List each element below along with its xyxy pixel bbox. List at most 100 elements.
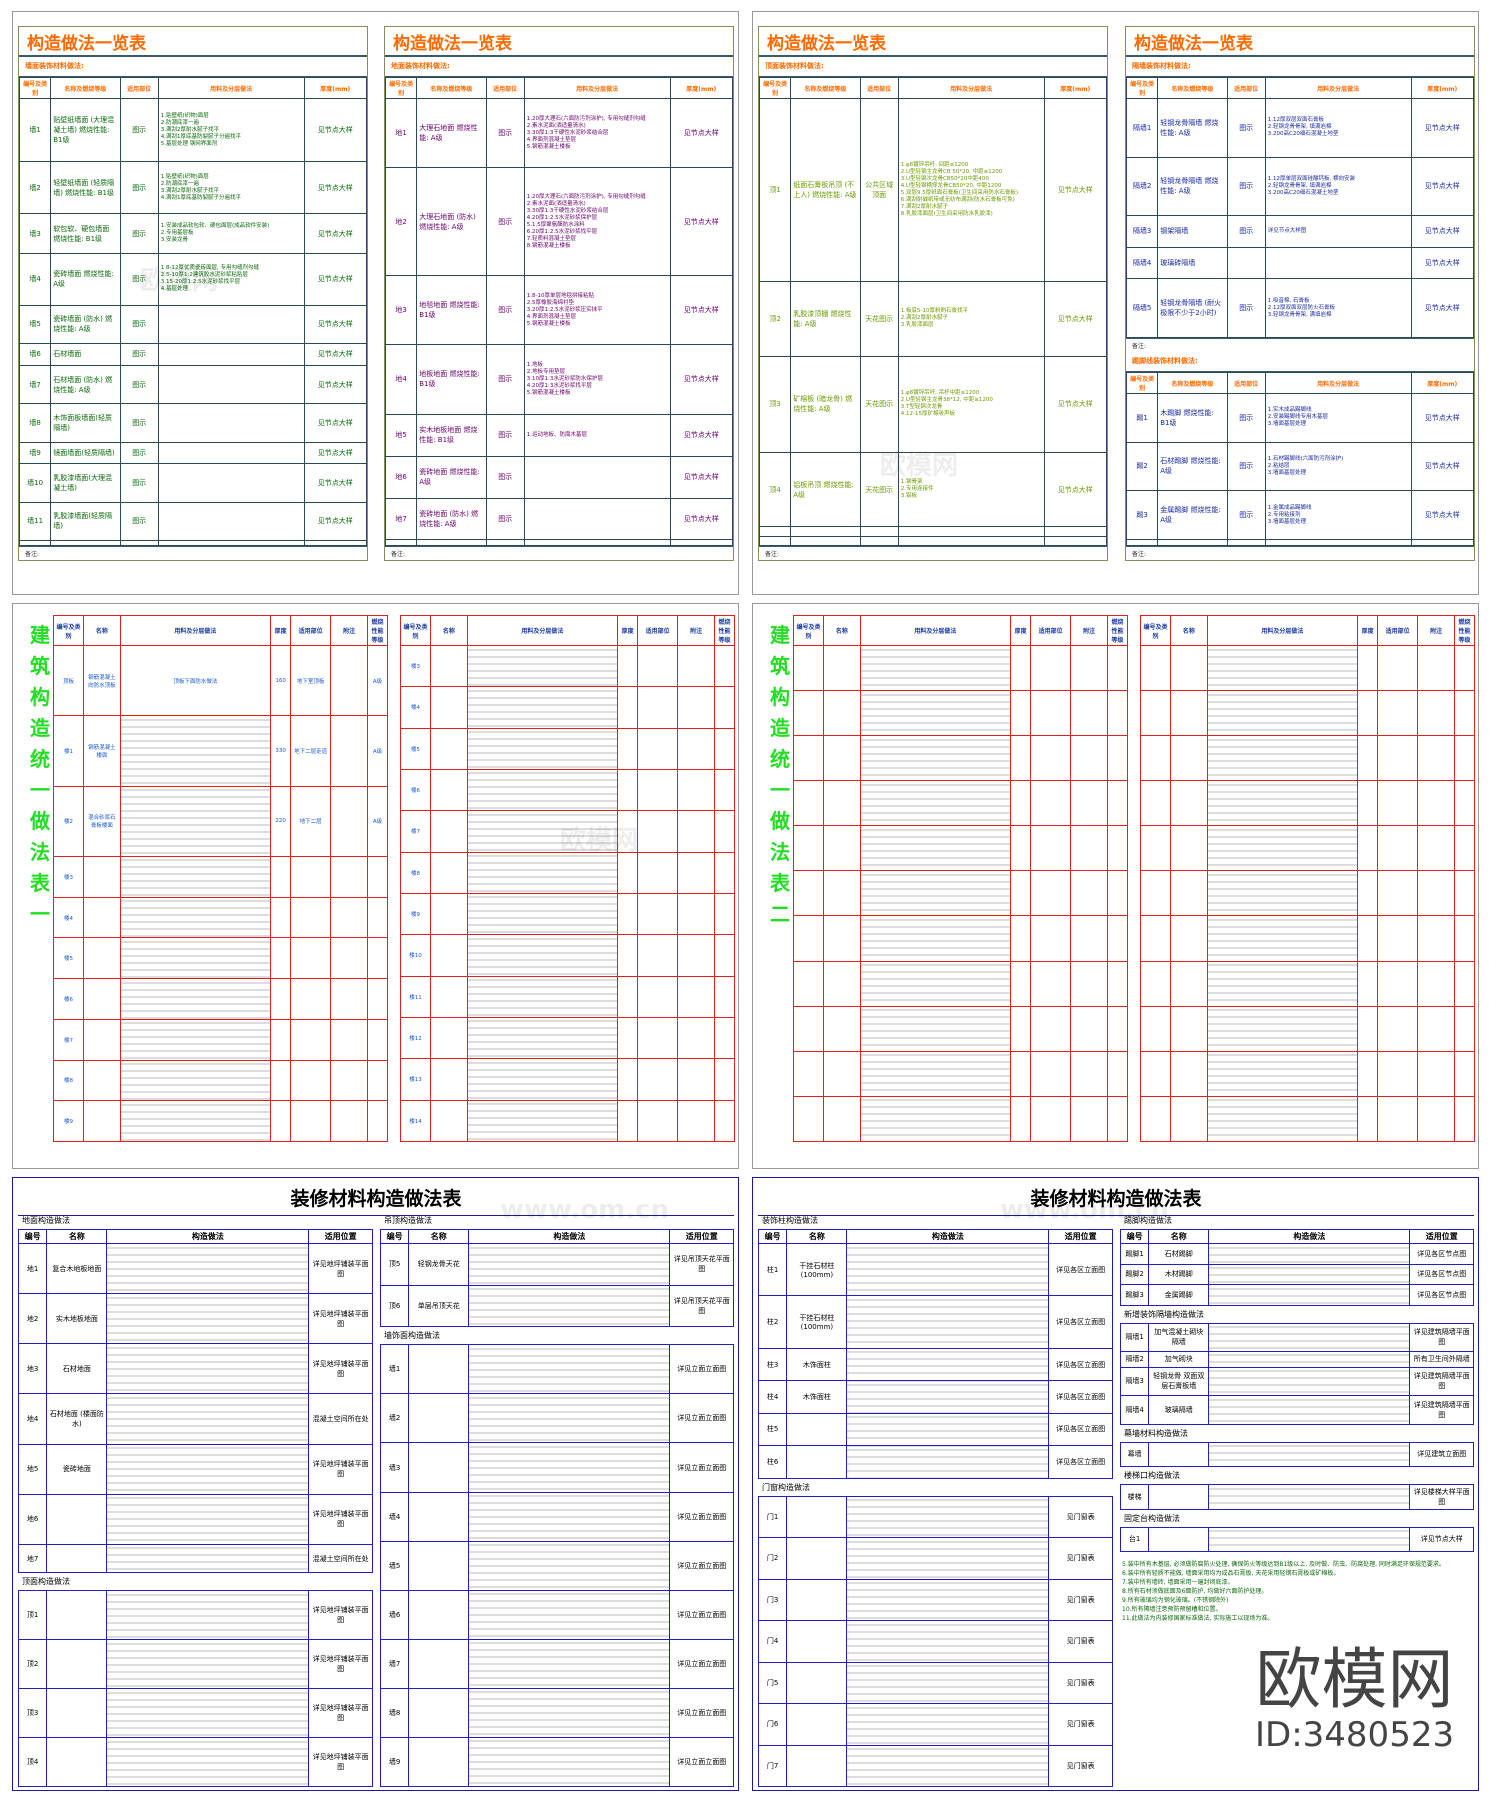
fire-rating-cell <box>1453 825 1476 872</box>
table-row: 踢脚3 金属踢脚 详见各区节点图 <box>1119 1284 1474 1306</box>
column-header: 适用部位 <box>637 615 679 646</box>
thickness-cell <box>1010 690 1032 737</box>
name-cell <box>786 1412 848 1447</box>
layers-cell <box>859 960 1012 1007</box>
layer-line: 5.钢筋混凝土楼板 <box>526 320 571 327</box>
layers-cell: 1.钢骨架 2.专用连接件 3.铝板 <box>897 451 1045 528</box>
position-cell <box>859 526 899 537</box>
position-cell: 图示 <box>1226 393 1266 443</box>
fire-rating-cell <box>713 892 736 936</box>
table-row <box>1125 538 1474 547</box>
location-cell: 详见建筑立面图 <box>1409 1441 1474 1467</box>
name-cell <box>408 1687 470 1738</box>
table-row: 柱3 木饰面柱 详见各区立面图 <box>757 1347 1113 1382</box>
code-cell <box>1139 870 1172 917</box>
thickness-cell: 见节点大样 <box>303 501 367 541</box>
table-row: 顶3 详见地坪铺装平面图 <box>17 1688 373 1739</box>
side-title-char: 表 <box>770 871 790 895</box>
note-cell <box>677 1016 715 1060</box>
code-cell: 踢脚3 <box>1119 1284 1150 1306</box>
header-row: 编号 名称 构造做法 适用位置 <box>757 1229 1113 1244</box>
table-row: 墙5 详见立面立面图 <box>379 1540 734 1591</box>
layer-line: 3.墙面基层处理 <box>1267 421 1307 428</box>
layer-line: 2.轻钢龙骨骨架, 填满岩棉 <box>1267 124 1332 131</box>
code-cell: 隔墙4 <box>1119 1395 1150 1425</box>
code-cell <box>792 644 825 692</box>
note-cell <box>1070 690 1108 737</box>
code-cell: 隔墙5 <box>1125 278 1159 338</box>
layer-line: 3.U型轻钢次龙骨CB50*20中距400 <box>900 176 989 183</box>
panel-subtitle: 地面装饰材料做法: <box>385 57 733 77</box>
thickness-cell: 160 <box>270 644 292 717</box>
name-cell <box>430 934 468 977</box>
code-cell: 墙10 <box>18 463 52 503</box>
thickness-cell <box>669 539 733 546</box>
position-cell: 图示 <box>1226 441 1266 492</box>
location-cell: 详见立面立面图 <box>669 1344 734 1395</box>
code-cell <box>384 539 418 546</box>
note-cell <box>1417 825 1455 872</box>
layer-line: 2.5厚橡胶海绵衬垫 <box>526 299 575 306</box>
section-table-wrap: 顶1 详见地坪铺装平面图 顶2 详见地坪铺装平面图 顶3 详见地坪铺装平面图 顶4 详见地坪铺… <box>17 1590 373 1787</box>
layers-cell <box>119 1059 272 1102</box>
thickness-cell: 见节点大样 <box>669 497 733 541</box>
layer-line: 6.20厚1:2.5水泥砂浆找平层 <box>526 228 598 235</box>
logo-id: ID:3480523 <box>1255 1715 1455 1755</box>
unified-table: 编号及类别 名称 用料及分层做法 厚度 适用部位 附注 燃烧性能等级 顶板 钢筋混凝土向防水顶板… <box>52 615 389 1142</box>
sheet-title: 装修材料构造做法表 <box>758 1180 1474 1216</box>
name-cell: 钢架隔墙 <box>1157 215 1228 248</box>
name-cell <box>46 1639 108 1690</box>
name-cell <box>786 1537 848 1580</box>
layer-line: 2.专用连接件 <box>900 486 934 493</box>
position-cell <box>637 1058 679 1101</box>
panel-title: 构造做法一览表 <box>759 27 1107 57</box>
note-cell <box>330 896 368 939</box>
column-header: 构造做法 <box>846 1229 1050 1244</box>
layers-cell: 详见节点大样图 <box>1264 215 1412 248</box>
layers-cell <box>1264 246 1412 280</box>
thickness-cell <box>1357 825 1379 872</box>
layers-cell: 1.贴壁纸(织物)面层 2.防潮底漆一遍 3.满刮2厚耐水腻子找平 4.满刮1厚底基防… <box>157 161 305 215</box>
layer-line: 4.满刮1厚底基防裂腻子分遍找平 <box>160 194 242 201</box>
table-row <box>18 539 367 547</box>
name-cell <box>786 1661 848 1705</box>
notes: 5.装中所有木基层, 必须做防腐防火处理, 确保防火等级达到B1级以上, 及时做… <box>1122 1560 1462 1623</box>
name-cell <box>430 1099 468 1143</box>
layer-line: 2.安装踢脚线专用木基层 <box>1267 414 1329 421</box>
layer-line: 1.金属成品踢脚线 <box>1267 504 1312 511</box>
code-cell <box>758 526 792 537</box>
name-cell <box>50 539 121 547</box>
code-cell: 顶2 <box>758 281 792 357</box>
table-row: 墙4 瓷砖墙面 燃烧性能: A级 图示 1.8-12厚优质瓷砖面层, 专用勾缝剂勾缝 2… <box>18 253 367 306</box>
thickness-cell: 见节点大样 <box>669 413 733 457</box>
layer-line: 1.20厚大理石(六面防污剂涂护), 专用勾缝剂勾缝 <box>526 115 646 122</box>
layers-cell <box>157 441 305 465</box>
code-cell: 地7 <box>384 497 418 541</box>
layer-line: 6.满刮耐碱纸带或无纺布满刮(防水石膏板可免) <box>900 197 1015 204</box>
name-cell: 加气砌块 <box>1148 1350 1210 1368</box>
table-row <box>792 1095 1129 1143</box>
thickness-cell <box>1010 1050 1032 1097</box>
position-cell <box>1377 735 1419 782</box>
code-cell: 地2 <box>384 167 418 276</box>
name-cell: 轻钢龙骨天花 <box>408 1243 470 1286</box>
table-row <box>792 780 1129 827</box>
layer-line: 4.界面剂混凝土垫层 <box>526 136 577 143</box>
location-cell: 见门窗表 <box>1048 1744 1113 1787</box>
table-row: 顶3 矿棉板 (暗龙骨) 燃烧性能: A级 天花图示 1.φ8镀锌吊杆, 吊杆中距≤1… <box>758 355 1107 453</box>
logo-text: 欧模网 <box>1255 1641 1454 1718</box>
code-cell: 台1 <box>1119 1526 1150 1552</box>
header-row: 编号及类别 名称及燃烧等级 适用部位 用料及分层做法 厚度(mm) <box>1125 77 1474 99</box>
name-cell <box>1157 538 1228 547</box>
column-header: 构造做法 <box>468 1229 671 1244</box>
note: 备注: <box>1126 338 1474 352</box>
thickness-cell <box>617 1099 639 1143</box>
fire-rating-cell <box>1453 735 1476 782</box>
thickness-cell <box>1357 870 1379 917</box>
section-table: 编号 名称 构造做法 适用位置 顶5 轻钢龙骨天花 详见吊顶天花平面图 顶6 单层吊顶天花 详见吊… <box>379 1229 734 1328</box>
location-cell: 详见各区立面图 <box>1048 1445 1113 1479</box>
column-header: 名称 <box>1148 1229 1210 1244</box>
table-row: 柱6 详见各区立面图 <box>757 1445 1113 1479</box>
fire-rating-cell <box>366 1018 389 1061</box>
layers-cell <box>466 892 619 936</box>
